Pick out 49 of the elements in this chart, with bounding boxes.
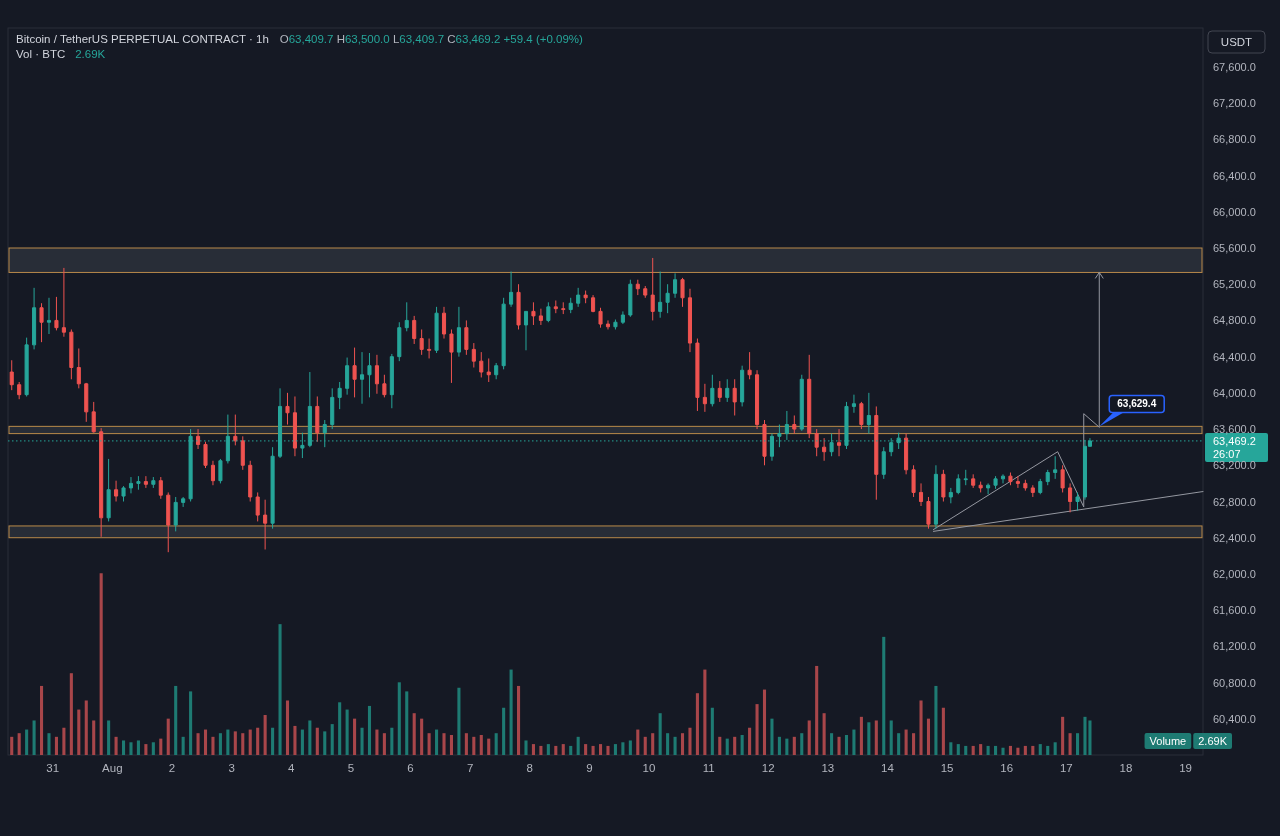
x-tick-label: 7 [466, 762, 474, 774]
y-tick-label: 62,400.0 [1213, 531, 1256, 544]
text: O63,409.7 H63,500.0 L63,409.7 C63,469.2 +59.4 (+0.09%) [279, 33, 583, 45]
x-tick-label: 9 [586, 762, 593, 774]
y-tick-label: 67,200.0 [1213, 97, 1256, 110]
annotation: 63,629.4 [1117, 398, 1157, 410]
y-tick-label: 66,800.0 [1213, 133, 1256, 146]
x-tick-label: 13 [821, 762, 835, 774]
y-tick-label: 66,000.0 [1213, 205, 1256, 218]
x-tick-label: 6 [407, 762, 414, 774]
x-tick-label: 14 [881, 762, 895, 774]
x-tick-label: 3 [228, 762, 235, 774]
chart-subtitle: 2.69K [75, 48, 106, 60]
y-tick-label: 67,600.0 [1213, 60, 1256, 73]
chart-title: Bitcoin / TetherUS PERPETUAL CONTRACT · 1h [16, 33, 269, 45]
y-tick-label: 62,800.0 [1213, 495, 1256, 508]
x-tick-label: 5 [347, 762, 355, 774]
ref-line-label: 63,469.2 [1213, 434, 1256, 447]
y-tick-label: 64,400.0 [1213, 350, 1256, 363]
x-tick-label: 4 [288, 762, 296, 774]
x-tick-label: Aug [102, 762, 123, 774]
legend-label: Volume [1149, 735, 1187, 747]
x-tick-label: 11 [702, 762, 715, 774]
x-tick-label: 17 [1059, 762, 1073, 774]
y-tick-label: 63,200.0 [1213, 459, 1256, 472]
x-tick-label: 16 [1000, 762, 1014, 774]
y-tick-label: 65,200.0 [1213, 278, 1256, 291]
y-tick-label: 60,800.0 [1213, 676, 1256, 689]
x-tick-label: 12 [761, 762, 775, 774]
annotation: 2.69K [1198, 735, 1228, 747]
text: 26:07 [1213, 447, 1241, 460]
x-tick-label: 31 [46, 762, 60, 774]
y-tick-label: 62,000.0 [1213, 567, 1256, 580]
y-tick-label: 61,200.0 [1213, 640, 1256, 653]
x-tick-label: 19 [1179, 762, 1193, 774]
y-tick-label: 66,400.0 [1213, 169, 1256, 182]
chart-title: Vol · BTC [16, 48, 66, 60]
y-tick-label: 61,600.0 [1213, 604, 1256, 617]
y-tick-label: 60,400.0 [1213, 712, 1256, 725]
x-tick-label: 2 [168, 762, 176, 774]
x-tick-label: 10 [642, 762, 656, 774]
y-axis-title: USDT [1220, 36, 1253, 48]
y-tick-label: 64,800.0 [1213, 314, 1256, 327]
x-tick-label: 15 [940, 762, 954, 774]
y-tick-label: 64,000.0 [1213, 386, 1256, 399]
y-tick-label: 63,600.0 [1213, 423, 1256, 436]
x-tick-label: 8 [526, 762, 533, 774]
y-tick-label: 65,600.0 [1213, 242, 1256, 254]
x-tick-label: 18 [1119, 762, 1133, 774]
